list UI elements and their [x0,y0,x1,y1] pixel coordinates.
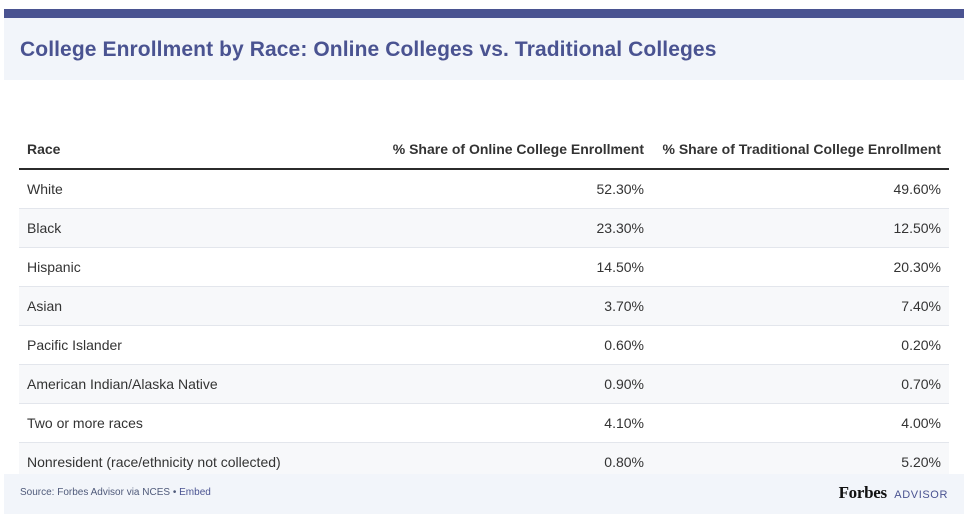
table-row: Pacific Islander 0.60% 0.20% [19,325,949,365]
cell-traditional-share: 12.50% [652,208,949,248]
page-title: College Enrollment by Race: Online Colle… [20,38,717,61]
table-header: Race % Share of Online College Enrollmen… [19,102,949,170]
card-footer: Source: Forbes Advisor via NCES • Embed … [4,474,964,514]
header-row: Race % Share of Online College Enrollmen… [19,102,949,170]
cell-online-share: 52.30% [349,169,652,209]
cell-traditional-share: 4.00% [652,403,949,443]
cell-online-share: 0.60% [349,325,652,365]
cell-traditional-share: 20.30% [652,247,949,287]
table-row: Asian 3.70% 7.40% [19,286,949,326]
cell-traditional-share: 7.40% [652,286,949,326]
table-row: Black 23.30% 12.50% [19,208,949,248]
cell-traditional-share: 0.70% [652,364,949,404]
embed-link[interactable]: Embed [179,487,211,498]
cell-online-share: 14.50% [349,247,652,287]
cell-traditional-share: 49.60% [652,169,949,209]
table-body: White 52.30% 49.60% Black 23.30% 12.50% … [19,169,949,482]
cell-race: Pacific Islander [19,325,349,365]
source-line: Source: Forbes Advisor via NCES • Embed [20,487,211,498]
card-header: College Enrollment by Race: Online Colle… [4,18,964,80]
column-header-traditional: % Share of Traditional College Enrollmen… [652,102,949,170]
cell-online-share: 3.70% [349,286,652,326]
cell-online-share: 23.30% [349,208,652,248]
cell-race: Hispanic [19,247,349,287]
brand-suffix: ADVISOR [894,489,948,501]
table-row: White 52.30% 49.60% [19,169,949,209]
table-row: American Indian/Alaska Native 0.90% 0.70… [19,364,949,404]
cell-race: Black [19,208,349,248]
cell-online-share: 0.90% [349,364,652,404]
table-row: Two or more races 4.10% 4.00% [19,403,949,443]
column-header-race: Race [19,102,349,170]
source-separator: • [172,487,177,498]
accent-bar [4,9,964,18]
brand-name: Forbes [838,483,888,502]
cell-race: American Indian/Alaska Native [19,364,349,404]
chart-card: College Enrollment by Race: Online Colle… [4,9,964,514]
cell-race: White [19,169,349,209]
enrollment-table: Race % Share of Online College Enrollmen… [19,102,949,482]
cell-online-share: 4.10% [349,403,652,443]
cell-race: Two or more races [19,403,349,443]
source-text: Source: Forbes Advisor via NCES [20,487,171,498]
cell-traditional-share: 0.20% [652,325,949,365]
cell-race: Asian [19,286,349,326]
column-header-online: % Share of Online College Enrollment [349,102,652,170]
table-row: Hispanic 14.50% 20.30% [19,247,949,287]
forbes-advisor-logo: Forbes ADVISOR [839,483,948,503]
